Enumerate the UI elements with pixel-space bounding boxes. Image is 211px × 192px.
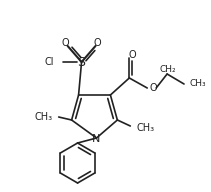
Text: O: O — [128, 50, 136, 60]
Text: CH₃: CH₃ — [190, 79, 207, 89]
Text: O: O — [62, 38, 69, 48]
Text: O: O — [149, 83, 157, 93]
Text: O: O — [94, 38, 101, 48]
Text: CH₃: CH₃ — [136, 123, 154, 133]
Text: Cl: Cl — [44, 57, 54, 67]
Text: CH₂: CH₂ — [160, 65, 176, 74]
Text: N: N — [92, 134, 101, 144]
Text: S: S — [78, 55, 86, 69]
Text: CH₃: CH₃ — [35, 112, 53, 122]
